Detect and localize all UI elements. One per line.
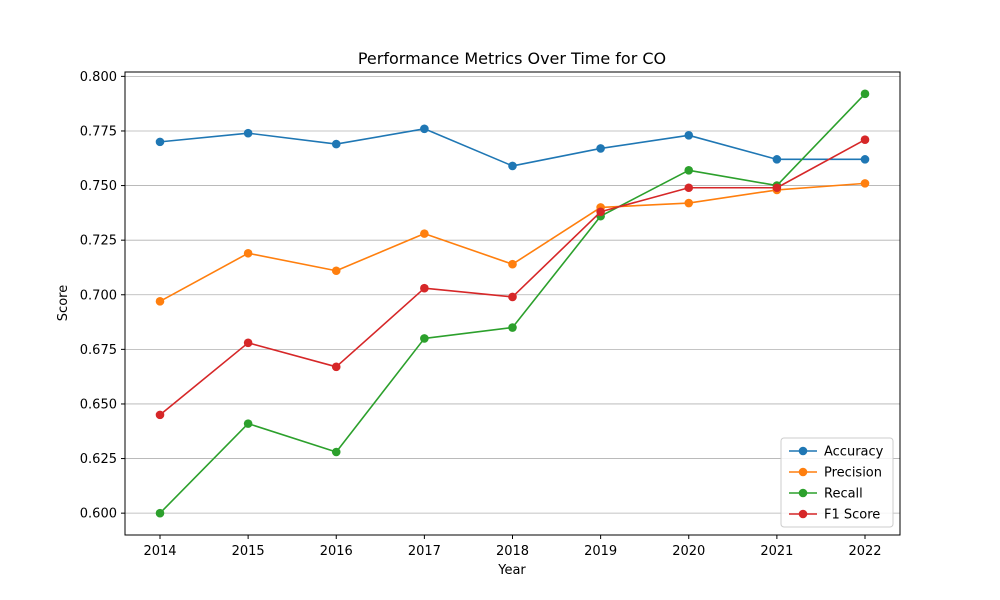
series-line-accuracy (159, 127, 865, 167)
data-point-recall (331, 447, 341, 457)
series-recall (155, 89, 870, 518)
x-tick-label: 2021 (760, 544, 793, 559)
y-tick-label: 0.625 (80, 452, 117, 467)
data-point-recall (155, 508, 165, 518)
legend-label: Accuracy (824, 445, 884, 460)
legend-item-precision: Precision (789, 466, 882, 481)
series-line-recall (159, 93, 866, 514)
data-point-precision (860, 179, 870, 188)
series-line-precision (159, 182, 866, 303)
legend-label: Precision (824, 466, 882, 481)
data-point-precision (331, 266, 341, 276)
series-lines (155, 89, 870, 518)
data-point-precision (155, 297, 165, 306)
y-axis: 0.600 0.625 0.650 0.675 0.700 0.725 0.750 0.775… (80, 70, 125, 522)
x-tick-label: 2022 (848, 544, 881, 559)
data-point-accuracy (331, 139, 341, 149)
y-tick-label: 0.650 (80, 397, 117, 412)
data-point-precision (420, 229, 429, 238)
data-point-precision (243, 248, 253, 258)
y-tick-label: 0.700 (80, 288, 117, 303)
x-tick-label: 2014 (143, 544, 176, 559)
data-point-f1-score (243, 338, 253, 348)
data-point-accuracy (155, 137, 165, 147)
data-point-f1-score (331, 362, 341, 372)
data-point-f1-score (596, 207, 605, 217)
series-accuracy (155, 124, 870, 171)
data-point-precision (508, 259, 517, 269)
data-point-recall (860, 89, 870, 99)
y-tick-label: 0.600 (80, 507, 117, 522)
legend-item-accuracy: Accuracy (789, 445, 884, 460)
legend-item-recall: Recall (789, 487, 863, 502)
series-precision (155, 179, 870, 306)
x-tick-label: 2017 (408, 544, 441, 559)
x-axis: 2014 2015 2016 2017 2018 2019 2020 2021 2022 (143, 535, 882, 559)
y-axis-label: Score (56, 285, 71, 321)
x-tick-label: 2018 (496, 544, 529, 559)
legend-swatch-marker (798, 467, 808, 477)
x-tick-label: 2020 (672, 544, 705, 559)
legend-label: Recall (824, 487, 863, 502)
series-line-f1-score (159, 138, 866, 416)
legend-box (780, 437, 894, 528)
data-point-accuracy (420, 124, 429, 134)
legend-swatch-marker (798, 509, 808, 519)
x-tick-label: 2016 (320, 544, 353, 559)
data-point-accuracy (508, 161, 517, 171)
data-point-recall (420, 334, 429, 343)
data-point-f1-score (684, 183, 694, 193)
y-tick-label: 0.775 (80, 124, 117, 139)
legend-swatch-marker (798, 446, 808, 456)
series-f1-score (155, 135, 870, 420)
x-axis-label: Year (497, 563, 526, 578)
x-tick-label: 2019 (584, 544, 617, 559)
chart-title: Performance Metrics Over Time for CO (358, 49, 666, 68)
data-point-accuracy (684, 131, 694, 140)
data-point-accuracy (596, 144, 605, 153)
data-point-recall (243, 419, 253, 428)
data-point-accuracy (243, 128, 253, 138)
data-point-f1-score (508, 292, 517, 302)
data-point-accuracy (772, 155, 782, 164)
data-point-f1-score (420, 283, 429, 293)
data-point-accuracy (860, 155, 870, 164)
y-tick-label: 0.675 (80, 343, 117, 358)
legend-label: F1 Score (824, 508, 880, 523)
legend: Accuracy Precision Recall F1 Score (780, 437, 894, 528)
y-tick-label: 0.725 (80, 234, 117, 249)
data-point-f1-score (772, 183, 782, 193)
y-tick-label: 0.750 (80, 179, 117, 194)
data-point-precision (684, 198, 694, 208)
data-point-f1-score (155, 410, 165, 420)
data-point-f1-score (860, 135, 870, 145)
data-point-recall (684, 165, 694, 175)
legend-item-f1-score: F1 Score (789, 508, 880, 523)
data-point-recall (508, 323, 517, 332)
legend-swatch-marker (798, 488, 808, 498)
y-tick-label: 0.800 (80, 70, 117, 85)
x-tick-label: 2015 (232, 544, 265, 559)
